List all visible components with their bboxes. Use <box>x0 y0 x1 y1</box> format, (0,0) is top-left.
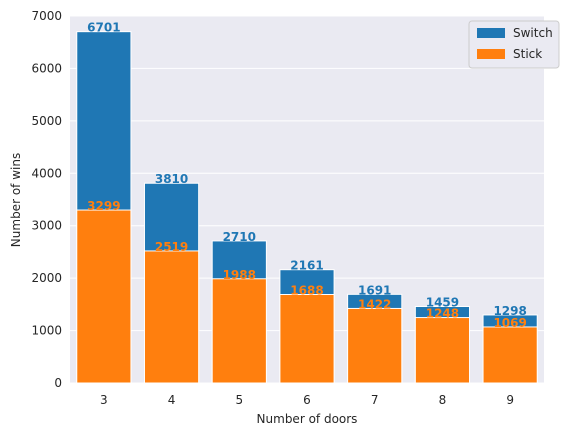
x-tick-label: 4 <box>168 393 176 407</box>
data-label-stick: 1069 <box>493 316 526 330</box>
y-tick-label: 1000 <box>31 324 62 338</box>
bar-stick-7 <box>347 307 403 384</box>
bar-stick-8 <box>414 317 471 384</box>
data-label-stick: 1988 <box>223 268 256 282</box>
x-tick-label: 8 <box>439 393 447 407</box>
data-label-switch: 6701 <box>87 21 120 35</box>
y-tick-label: 4000 <box>31 166 62 180</box>
data-label-switch: 2161 <box>290 259 323 273</box>
y-tick-label: 0 <box>54 376 62 390</box>
x-tick-label: 6 <box>303 393 311 407</box>
x-tick-label: 7 <box>371 393 379 407</box>
data-label-switch: 1298 <box>493 304 526 318</box>
data-label-stick: 2519 <box>155 240 188 254</box>
x-tick-label: 9 <box>506 393 514 407</box>
data-label-switch: 2710 <box>223 230 256 244</box>
data-label-stick: 1688 <box>290 284 323 298</box>
y-axis-title: Number of wins <box>9 153 23 247</box>
y-axis-ticks: 0 1000 2000 3000 4000 5000 6000 7000 <box>31 9 62 390</box>
y-tick-label: 3000 <box>31 219 62 233</box>
bar-stick-9 <box>482 326 538 384</box>
data-label-stick: 1248 <box>426 307 459 321</box>
legend-label-stick: Stick <box>513 47 542 61</box>
bar-stick-3 <box>76 209 132 384</box>
data-label-stick: 3299 <box>87 199 120 213</box>
legend-label-switch: Switch <box>513 26 553 40</box>
x-axis-ticks: 3 4 5 6 7 8 9 <box>100 393 514 407</box>
bar-stick-4 <box>143 250 200 384</box>
y-tick-label: 2000 <box>31 271 62 285</box>
x-tick-label: 3 <box>100 393 108 407</box>
legend: Switch Stick <box>468 20 560 69</box>
data-labels: 6701 3299 3810 2519 2710 1988 2161 1688 16911422… <box>87 21 527 330</box>
bar-stick-6 <box>279 294 335 384</box>
data-label-stick: 1422 <box>358 297 391 311</box>
data-label-switch: 1459 <box>426 296 459 310</box>
bar-stick-5 <box>211 278 267 384</box>
x-tick-label: 5 <box>235 393 243 407</box>
x-axis-title: Number of doors <box>257 412 358 426</box>
y-tick-label: 5000 <box>31 114 62 128</box>
legend-swatch-stick <box>477 49 505 59</box>
y-tick-label: 7000 <box>31 9 62 23</box>
bars <box>76 31 538 384</box>
data-label-switch: 1691 <box>358 283 391 297</box>
data-label-switch: 3810 <box>155 172 188 186</box>
y-tick-label: 6000 <box>31 61 62 75</box>
legend-swatch-switch <box>477 28 505 38</box>
